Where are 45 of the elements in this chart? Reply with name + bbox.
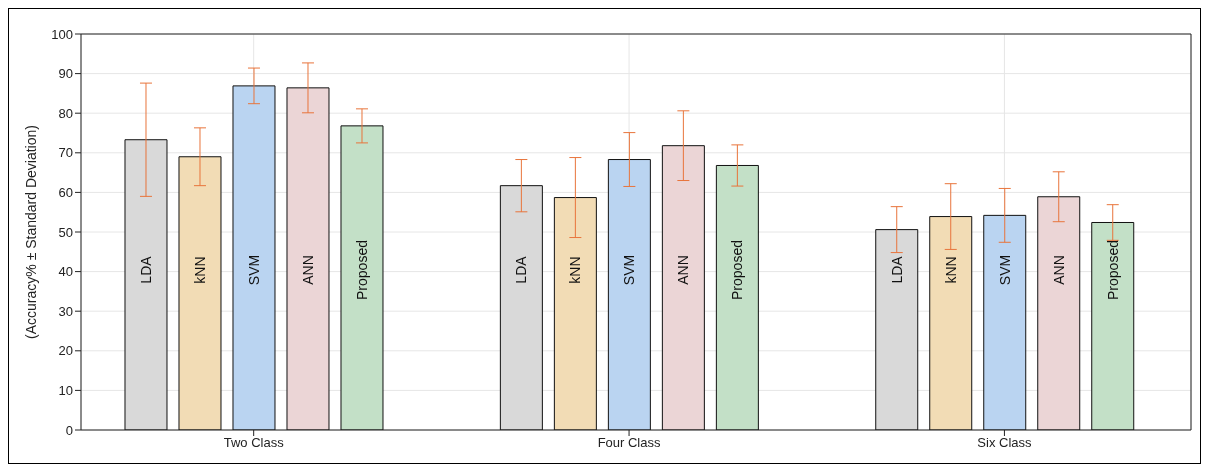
bar [983,214,1027,430]
y-tick-label: 80 [58,105,73,121]
y-tick-label: 20 [58,343,73,359]
bar [715,164,759,430]
y-tick-label: 40 [58,264,73,280]
bar [340,125,384,430]
y-tick-label: 10 [58,383,73,399]
bar [875,229,919,430]
y-axis-title: (Accuracy% ± Standard Deviation) [22,125,39,339]
text: LDA [888,256,905,284]
text: kNN [567,256,584,284]
series-label: ANN [299,255,316,285]
y-tick-label: 30 [58,303,73,319]
y-tick-label: 60 [58,185,73,201]
text: ANN [1050,255,1067,285]
x-tick-label: Six Class [977,435,1033,451]
bar [553,197,597,430]
text: Proposed [1104,240,1121,300]
bar [607,159,651,430]
bar [929,216,973,430]
bar [499,185,543,430]
bar [286,87,330,430]
text: Proposed [729,240,746,300]
text: SVM [621,254,638,286]
text: ANN [675,255,692,285]
y-tick-label: 0 [65,422,73,438]
bar [661,145,705,430]
y-tick-label: 70 [58,145,73,161]
y-tick-label: 100 [51,26,73,42]
series-label: SVM [245,254,262,286]
bar [178,156,222,430]
text: LDA [513,256,530,284]
bar [232,85,276,430]
series-label: kNN [191,256,208,284]
series-label: Proposed [353,240,370,300]
x-tick-label: Four Class [597,435,661,451]
bar [124,139,168,430]
y-tick-label: 50 [58,224,73,240]
text: kNN [942,256,959,284]
x-tick-label: Two Class [223,435,285,451]
text: SVM [996,254,1013,286]
bar [1091,222,1135,430]
series-label: LDA [137,255,154,284]
y-tick-label: 90 [58,66,73,82]
bar [1037,196,1081,430]
